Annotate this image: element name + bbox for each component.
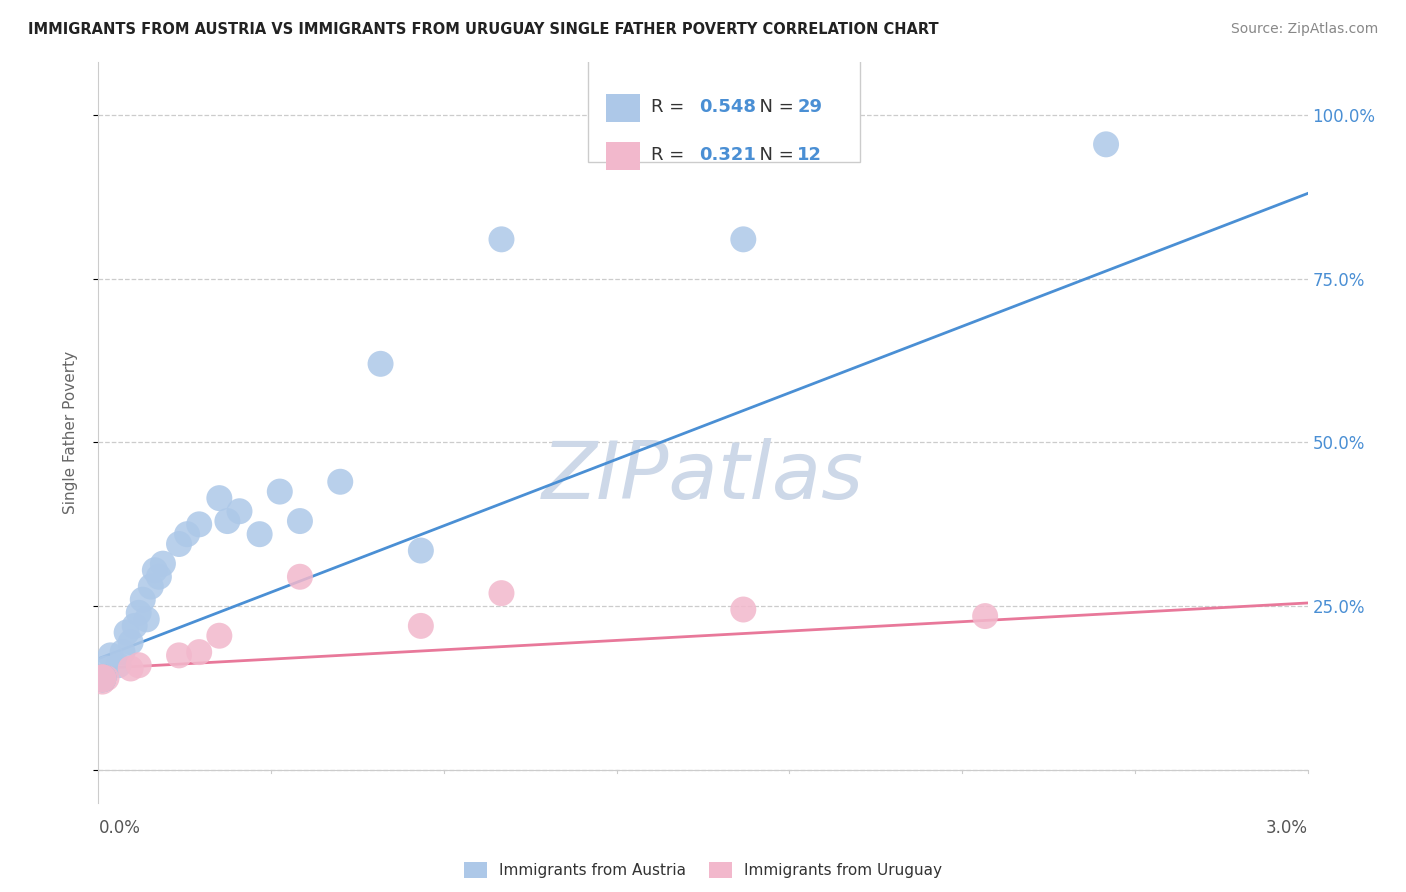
Point	[188, 645, 211, 659]
Point	[115, 625, 138, 640]
Point	[167, 648, 190, 663]
Point	[176, 527, 198, 541]
Point	[733, 602, 755, 616]
Point	[329, 475, 352, 489]
Text: Source: ZipAtlas.com: Source: ZipAtlas.com	[1230, 22, 1378, 37]
Point	[139, 580, 162, 594]
Point	[269, 484, 291, 499]
Text: N =: N =	[748, 146, 799, 164]
Point	[91, 674, 114, 689]
Point	[128, 606, 150, 620]
Point	[491, 586, 513, 600]
Point	[974, 609, 997, 624]
Y-axis label: Single Father Poverty: Single Father Poverty	[63, 351, 77, 514]
Point	[167, 537, 190, 551]
Text: 3.0%: 3.0%	[1265, 819, 1308, 838]
Point	[91, 671, 114, 685]
Point	[733, 232, 755, 246]
Point	[188, 517, 211, 532]
Point	[370, 357, 392, 371]
Point	[100, 648, 122, 663]
Text: N =: N =	[748, 98, 799, 116]
Point	[228, 504, 250, 518]
Text: ZIPatlas: ZIPatlas	[541, 438, 865, 516]
Point	[120, 661, 142, 675]
FancyBboxPatch shape	[606, 142, 640, 169]
Point	[111, 645, 134, 659]
Text: 29: 29	[797, 98, 823, 116]
Point	[107, 658, 129, 673]
Point	[217, 514, 239, 528]
Point	[132, 592, 155, 607]
Point	[91, 671, 114, 685]
Point	[208, 491, 231, 505]
Point	[128, 658, 150, 673]
Point	[1095, 137, 1118, 152]
Text: 0.0%: 0.0%	[98, 819, 141, 838]
Text: R =: R =	[651, 98, 690, 116]
Point	[249, 527, 271, 541]
Point	[409, 619, 432, 633]
Point	[96, 671, 118, 685]
Text: 0.321: 0.321	[699, 146, 756, 164]
Text: 0.548: 0.548	[699, 98, 756, 116]
Text: 12: 12	[797, 146, 823, 164]
Text: R =: R =	[651, 146, 690, 164]
Point	[120, 635, 142, 649]
Point	[124, 619, 146, 633]
Point	[491, 232, 513, 246]
Point	[91, 671, 114, 685]
Point	[135, 612, 157, 626]
Point	[91, 671, 114, 685]
Point	[91, 671, 114, 685]
Point	[91, 671, 114, 685]
Point	[143, 563, 166, 577]
Point	[288, 514, 311, 528]
Point	[96, 661, 118, 675]
FancyBboxPatch shape	[606, 94, 640, 121]
Point	[208, 629, 231, 643]
Point	[152, 557, 174, 571]
Point	[148, 570, 170, 584]
Text: IMMIGRANTS FROM AUSTRIA VS IMMIGRANTS FROM URUGUAY SINGLE FATHER POVERTY CORRELA: IMMIGRANTS FROM AUSTRIA VS IMMIGRANTS FR…	[28, 22, 939, 37]
FancyBboxPatch shape	[588, 59, 860, 162]
Point	[288, 570, 311, 584]
Point	[91, 671, 114, 685]
Legend: Immigrants from Austria, Immigrants from Uruguay: Immigrants from Austria, Immigrants from…	[458, 855, 948, 884]
Point	[409, 543, 432, 558]
